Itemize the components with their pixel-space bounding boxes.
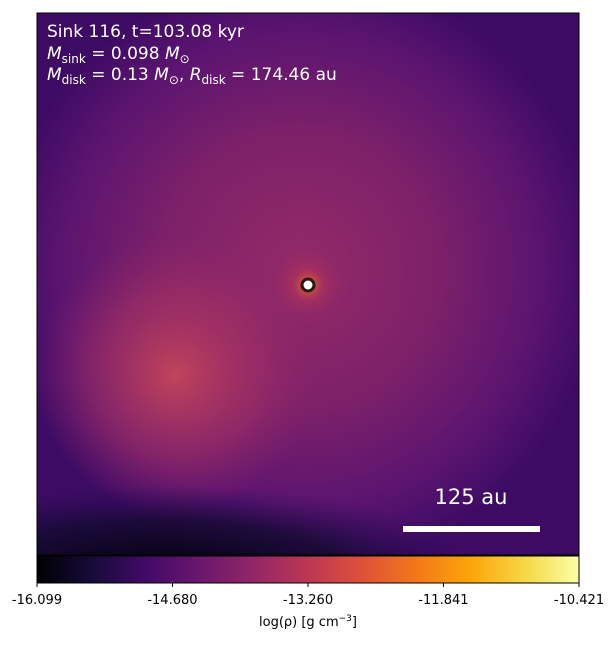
colorbar-tick-label: -13.260	[283, 593, 333, 608]
colorbar-tick-label: -10.421	[554, 593, 604, 608]
label-text: log(ρ) [g cm	[259, 615, 339, 630]
value: = 0.13	[86, 65, 154, 85]
colorbar-tick-label: -14.680	[147, 593, 197, 608]
disk-info: Mdisk = 0.13 M⊙, Rdisk = 174.46 au	[47, 65, 337, 87]
image-frame	[36, 12, 580, 556]
colorbar	[36, 555, 580, 584]
symbol: R	[190, 65, 202, 85]
value: = 0.098	[86, 44, 165, 64]
colorbar-label: log(ρ) [g cm−3]	[259, 614, 357, 630]
symbol: M	[47, 65, 62, 85]
subscript: disk	[62, 73, 86, 87]
sink-marker	[300, 277, 316, 293]
value: = 174.46 au	[226, 65, 337, 85]
title: Sink 116, t=103.08 kyr	[47, 22, 244, 42]
scale-bar	[403, 526, 540, 532]
unit: M	[154, 65, 169, 85]
symbol: M	[47, 44, 62, 64]
colorbar-tick-label: -11.841	[418, 593, 468, 608]
scale-bar-label: 125 au	[435, 485, 508, 509]
colorbar-tick-label: -16.099	[12, 593, 62, 608]
unit: M	[165, 44, 180, 64]
separator: ,	[179, 65, 190, 85]
unit-subscript: ⊙	[180, 52, 190, 66]
label-exponent: −3	[339, 614, 352, 624]
sink-mass: Msink = 0.098 M⊙	[47, 44, 190, 66]
subscript: disk	[202, 73, 226, 87]
subscript: sink	[62, 52, 86, 66]
unit-subscript: ⊙	[169, 73, 179, 87]
label-end: ]	[352, 615, 357, 630]
